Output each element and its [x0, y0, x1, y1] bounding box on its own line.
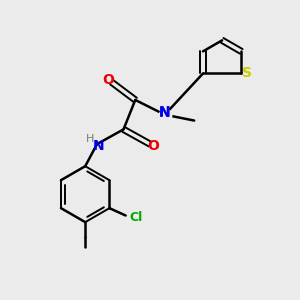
Text: Cl: Cl [129, 212, 142, 224]
Text: H: H [85, 134, 94, 144]
Text: N: N [159, 105, 170, 119]
Text: O: O [102, 73, 114, 87]
Text: N: N [159, 106, 170, 120]
Text: O: O [148, 139, 160, 153]
Text: S: S [242, 66, 251, 80]
Text: N: N [93, 139, 104, 153]
